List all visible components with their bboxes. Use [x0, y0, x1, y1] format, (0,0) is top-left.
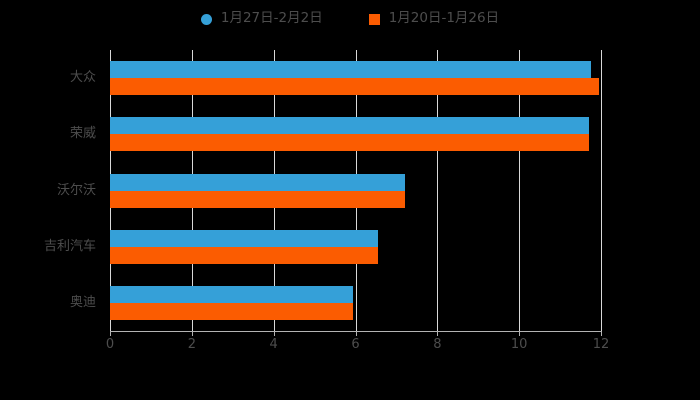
x-axis-tick: [437, 331, 439, 336]
bar-奥迪-series-2[interactable]: [110, 302, 354, 320]
x-tick-label: 0: [105, 337, 115, 352]
x-tick-label: 8: [433, 337, 442, 352]
x-axis-tick: [191, 331, 193, 336]
bar-奥迪-series-1[interactable]: [110, 285, 354, 303]
bar-吉利汽车-series-1[interactable]: [110, 229, 378, 247]
legend-item-series-2[interactable]: 1月20日-1月26日: [368, 10, 500, 27]
x-tick-label: 2: [187, 337, 196, 352]
legend-label-series-1: 1月27日-2月2日: [220, 10, 323, 27]
bar-大众-series-1[interactable]: [110, 61, 591, 79]
x-tick-label: 12: [592, 337, 610, 352]
gridline: [437, 50, 439, 331]
y-tick-label: 大众: [69, 70, 96, 86]
bar-荣威-series-1[interactable]: [110, 117, 589, 135]
bar-沃尔沃-series-2[interactable]: [110, 190, 405, 208]
gridline: [519, 50, 521, 331]
bar-沃尔沃-series-1[interactable]: [110, 173, 405, 191]
circle-marker-icon: [200, 13, 212, 25]
x-axis-tick: [519, 331, 521, 336]
x-axis-tick: [273, 331, 275, 336]
bar-荣威-series-2[interactable]: [110, 134, 589, 152]
gridline: [601, 50, 602, 331]
x-axis-tick: [601, 331, 602, 336]
chart-legend: 1月27日-2月2日 1月20日-1月26日: [0, 6, 700, 32]
y-tick-label: 荣威: [69, 126, 96, 142]
y-tick-label: 奥迪: [69, 294, 96, 310]
x-axis-tick: [110, 331, 111, 336]
bar-大众-series-2[interactable]: [110, 78, 599, 96]
square-marker-icon: [368, 13, 380, 25]
legend-item-series-1[interactable]: 1月27日-2月2日: [200, 10, 323, 27]
x-axis-tick: [355, 331, 357, 336]
y-tick-label: 吉利汽车: [43, 238, 96, 254]
x-tick-label: 6: [351, 337, 360, 352]
x-tick-label: 10: [510, 337, 528, 352]
x-tick-label: 4: [269, 337, 278, 352]
plot-area: [110, 50, 602, 331]
y-tick-label: 沃尔沃: [56, 182, 96, 198]
bar-吉利汽车-series-2[interactable]: [110, 246, 378, 264]
legend-label-series-2: 1月20日-1月26日: [388, 10, 500, 27]
